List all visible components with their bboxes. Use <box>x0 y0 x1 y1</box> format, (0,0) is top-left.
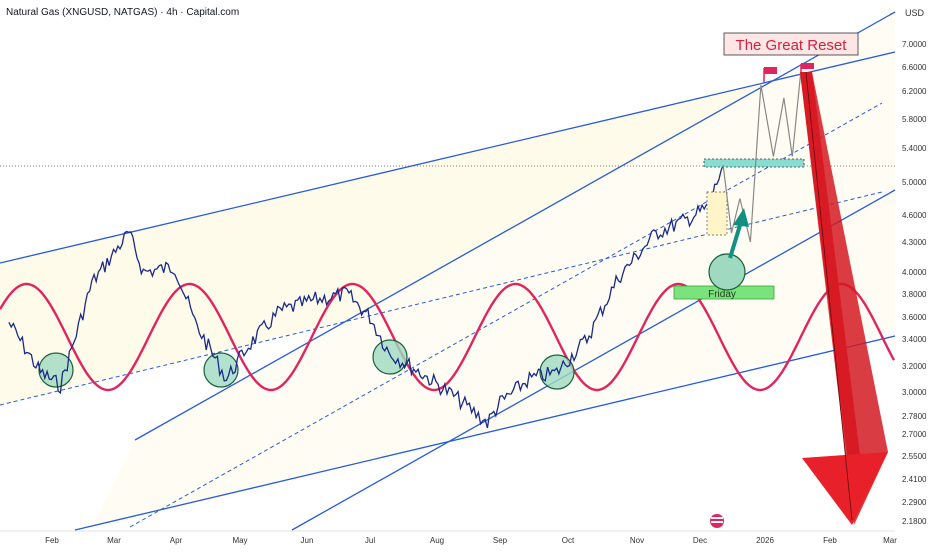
cycle-low-circle <box>38 352 74 388</box>
cycle-low-circle <box>203 352 239 388</box>
x-tick-label: Oct <box>562 536 575 545</box>
y-tick-label: 6.6000 <box>902 63 927 72</box>
x-tick-label: May <box>232 536 247 545</box>
y-tick-label: 2.4100 <box>902 475 927 484</box>
steep-channel-top <box>134 11 896 441</box>
y-tick-label: 7.0000 <box>902 40 927 49</box>
y-tick-label: 3.8000 <box>902 290 927 299</box>
x-tick-label: Sep <box>493 536 508 545</box>
us-flag-icon <box>710 514 724 528</box>
y-tick-label: 2.7800 <box>902 412 927 421</box>
y-tick-label: 4.0000 <box>902 268 927 277</box>
x-tick-label: Dec <box>693 536 707 545</box>
upper-channel-line <box>0 51 896 264</box>
flag-left <box>763 67 777 82</box>
x-tick-label: Jul <box>365 536 375 545</box>
y-tick-label: 3.4000 <box>902 335 927 344</box>
lower-channel-line <box>74 335 896 531</box>
resistance-zone <box>703 158 805 168</box>
x-tick-label: Feb <box>45 536 59 545</box>
y-tick-label: 3.6000 <box>902 313 927 322</box>
x-tick-label: Aug <box>430 536 444 545</box>
x-tick-label: Mar <box>883 536 897 545</box>
x-tick-label: Nov <box>630 536 644 545</box>
x-tick-label: Feb <box>823 536 837 545</box>
steep-dashed-line <box>129 102 883 528</box>
x-axis: Feb Mar Apr May Jun Jul Aug Sep Oct Nov Dec 2026 Feb… <box>45 536 897 545</box>
y-tick-label: 3.2000 <box>902 362 927 371</box>
cycle-low-circle <box>372 339 408 375</box>
teal-up-arrow <box>728 208 749 259</box>
y-tick-label: 3.0000 <box>902 388 927 397</box>
y-tick-label: 5.4000 <box>902 144 927 153</box>
x-tick-label: Jun <box>301 536 314 545</box>
dashed-midlines <box>0 102 883 528</box>
y-tick-label: 2.5500 <box>902 452 927 461</box>
y-tick-label: 5.8000 <box>902 115 927 124</box>
cycle-low-circles <box>38 339 575 390</box>
y-axis: 7.0000 6.6000 6.2000 5.8000 5.4000 5.0000 4.60… <box>902 40 927 526</box>
y-tick-label: 2.2900 <box>902 498 927 507</box>
y-tick-label: 2.1800 <box>902 517 927 526</box>
flag-right <box>800 63 814 72</box>
currency-label: USD <box>905 8 925 18</box>
big-red-down-arrow <box>800 71 888 525</box>
steep-channel-bottom <box>291 189 896 531</box>
x-tick-label: 2026 <box>756 536 774 545</box>
great-reset-label: The Great Reset <box>736 37 848 54</box>
mid-dashed-line <box>0 191 883 406</box>
channel-lines <box>0 11 896 531</box>
y-tick-label: 2.7000 <box>902 430 927 439</box>
y-tick-label: 4.3000 <box>902 238 927 247</box>
projection-box-small <box>706 191 728 236</box>
price-series-line <box>8 164 724 429</box>
great-reset-banner <box>723 32 859 56</box>
x-tick-label: Mar <box>107 536 121 545</box>
cycle-sine-wave <box>0 282 896 392</box>
y-tick-label: 4.6000 <box>902 211 927 220</box>
channel-band-lower <box>90 15 895 530</box>
cycle-low-circle <box>539 354 575 390</box>
friday-label: Friday <box>708 289 736 300</box>
chart-title: Natural Gas (XNGUSD, NATGAS) · 4h · Capi… <box>6 7 239 18</box>
plot-right-fill <box>895 0 932 550</box>
projection-path <box>722 72 802 243</box>
friday-circle <box>708 253 746 291</box>
y-tick-label: 5.0000 <box>902 178 927 187</box>
x-tick-label: Apr <box>170 536 183 545</box>
y-tick-label: 6.2000 <box>902 87 927 96</box>
